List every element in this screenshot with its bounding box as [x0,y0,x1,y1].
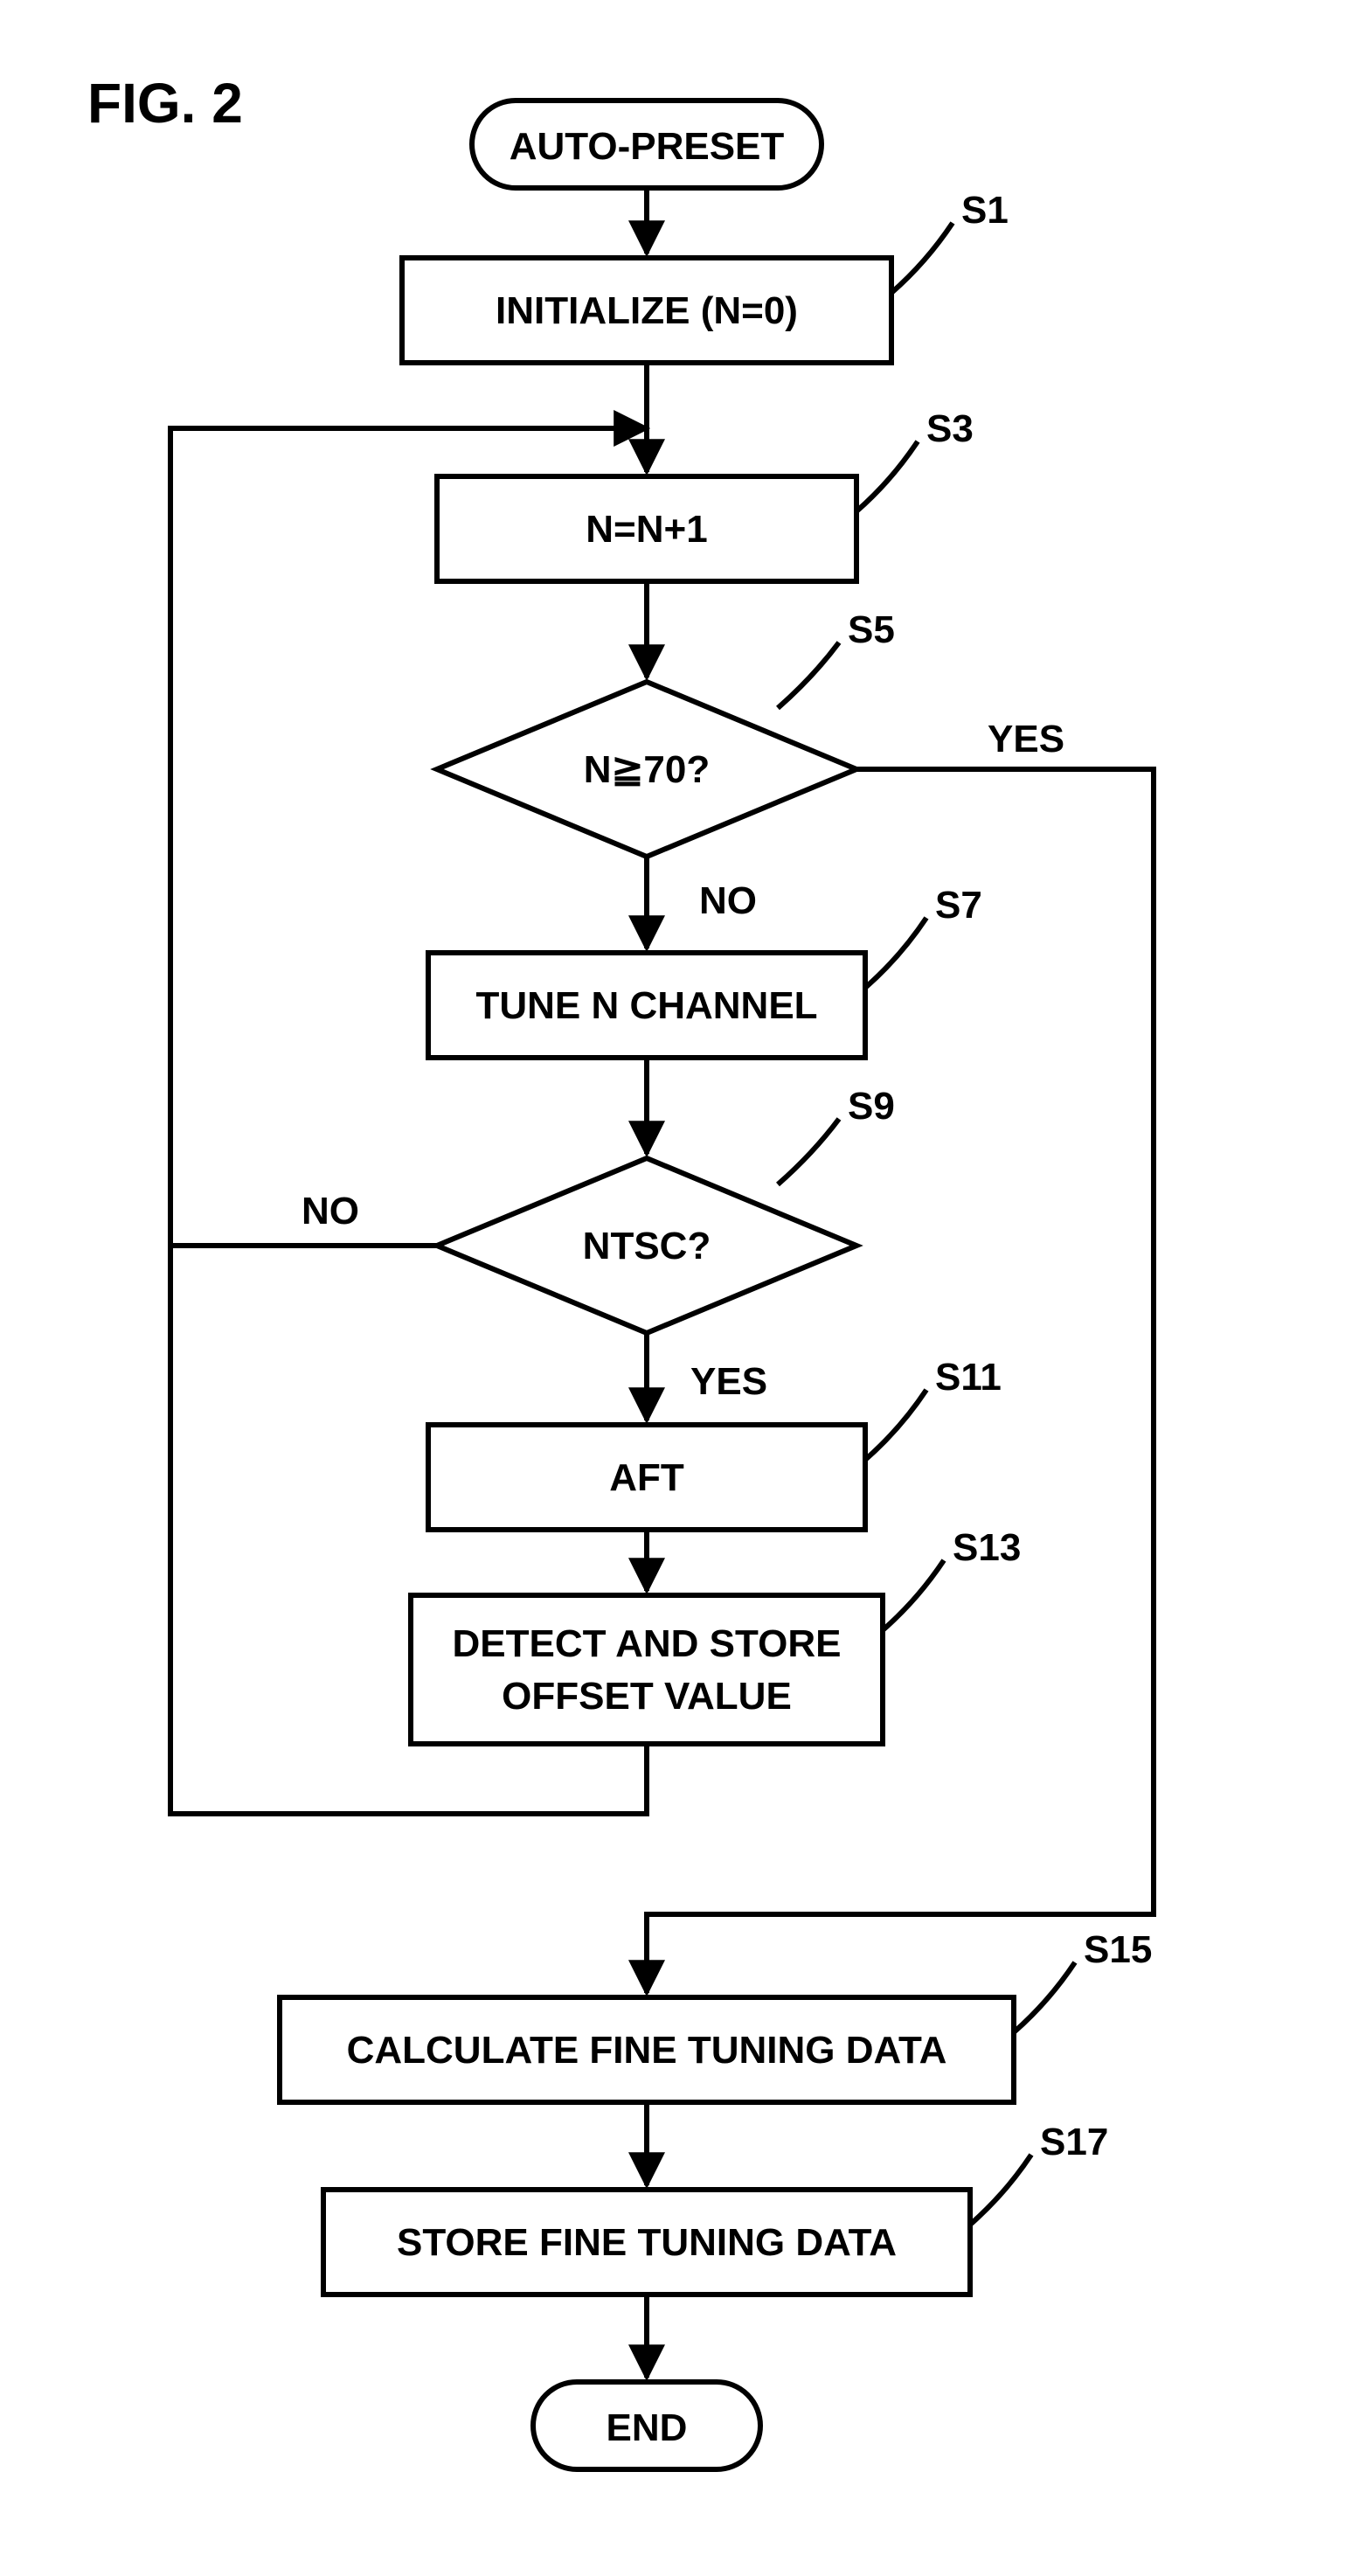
step-s13: S13 [953,1526,1021,1569]
step-s11-tick [865,1390,926,1460]
node-s13-label2: OFFSET VALUE [502,1675,792,1718]
s9-no-label: NO [302,1190,359,1232]
node-end: END [533,2382,760,2469]
s5-no-label: NO [699,879,757,922]
node-s3-label: N=N+1 [586,508,707,551]
node-end-label: END [607,2406,688,2449]
node-s7-label: TUNE N CHANNEL [475,984,817,1027]
step-s3: S3 [926,407,974,450]
step-s3-tick [856,441,918,511]
node-start-label: AUTO-PRESET [510,125,785,168]
node-s13: DETECT AND STORE OFFSET VALUE [411,1595,883,1744]
s5-yes-label: YES [988,718,1064,760]
node-s11-label: AFT [609,1456,684,1499]
step-s1: S1 [961,189,1009,232]
node-s11: AFT [428,1425,865,1530]
step-s7-tick [865,918,926,988]
node-start: AUTO-PRESET [472,101,822,188]
node-s3: N=N+1 [437,476,856,581]
step-s5: S5 [848,608,895,651]
step-s13-tick [883,1560,944,1630]
node-s17-label: STORE FINE TUNING DATA [397,2221,897,2264]
step-s1-tick [891,223,953,293]
node-s17: STORE FINE TUNING DATA [323,2190,970,2295]
node-s9-label: NTSC? [583,1225,711,1267]
step-s17: S17 [1040,2121,1108,2163]
node-s15: CALCULATE FINE TUNING DATA [280,1997,1014,2102]
node-s1-label: INITIALIZE (N=0) [496,289,798,332]
node-s5-label: N≧70? [584,748,710,791]
node-s1: INITIALIZE (N=0) [402,258,891,363]
step-s11: S11 [935,1356,1002,1399]
step-s7: S7 [935,884,982,927]
step-s9-tick [778,1119,839,1184]
node-s7: TUNE N CHANNEL [428,953,865,1058]
figure-title: FIG. 2 [87,72,243,135]
step-s17-tick [970,2155,1031,2225]
step-s5-tick [778,642,839,708]
step-s15-tick [1014,1962,1075,2032]
node-s9: NTSC? [437,1158,856,1333]
s9-yes-label: YES [690,1360,767,1403]
node-s5: N≧70? [437,682,856,857]
node-s13-label1: DETECT AND STORE [453,1622,842,1665]
step-s9: S9 [848,1085,895,1128]
step-s15: S15 [1084,1928,1152,1971]
node-s15-label: CALCULATE FINE TUNING DATA [347,2029,947,2072]
